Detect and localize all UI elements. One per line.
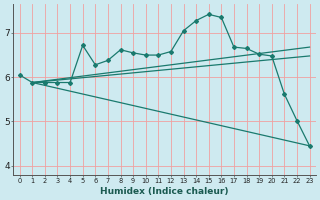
X-axis label: Humidex (Indice chaleur): Humidex (Indice chaleur) [100,187,229,196]
